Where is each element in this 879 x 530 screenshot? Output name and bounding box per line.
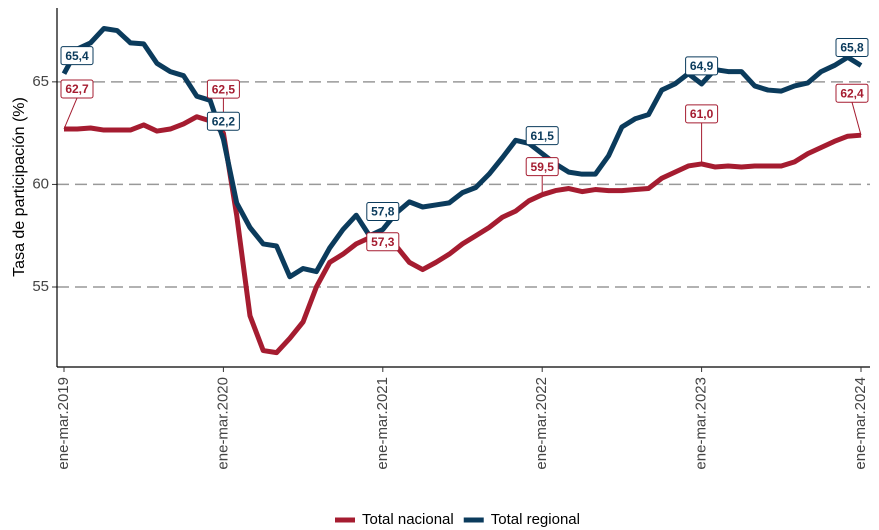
x-tick-label: ene-mar.2021 [374, 377, 391, 470]
y-tick-label: 60 [32, 175, 49, 192]
value-label-text: 57,8 [371, 205, 395, 219]
value-label: 61,0 [685, 104, 719, 164]
label-connector [851, 102, 862, 136]
x-tick-label: ene-mar.2023 [693, 377, 710, 470]
label-box [366, 202, 400, 222]
label-box [366, 232, 400, 252]
x-tick-label: ene-mar.2020 [214, 377, 231, 470]
value-label-text: 62,7 [65, 82, 89, 96]
value-label-text: 62,2 [212, 114, 236, 128]
label-box [60, 46, 94, 66]
legend-label: Total nacional [362, 511, 454, 528]
value-label: 65,4 [60, 46, 94, 66]
value-label: 65,8 [835, 37, 869, 57]
x-tick-label: ene-mar.2019 [55, 377, 72, 470]
label-box [685, 104, 719, 124]
label-box [206, 79, 240, 99]
value-label: 59,5 [525, 157, 559, 195]
label-box [60, 79, 94, 99]
label-box [525, 157, 559, 177]
value-label: 64,9 [685, 56, 719, 76]
value-label-text: 65,8 [840, 41, 864, 55]
value-label: 57,8 [366, 202, 400, 222]
value-label: 62,7 [60, 79, 94, 130]
y-tick-label: 65 [32, 73, 49, 90]
value-label-text: 57,3 [371, 235, 395, 249]
value-label-text: 62,4 [840, 86, 864, 100]
label-box [685, 56, 719, 76]
label-connector [63, 97, 78, 130]
x-tick-label: ene-mar.2022 [533, 377, 550, 470]
label-box [206, 111, 240, 131]
value-label-text: 65,4 [65, 49, 89, 63]
y-axis-label: Tasa de participación (%) [11, 97, 28, 277]
value-label-text: 61,0 [690, 107, 714, 121]
legend-label: Total regional [491, 511, 580, 528]
series-line [61, 26, 863, 280]
value-label-text: 59,5 [531, 160, 555, 174]
value-label: 61,5 [525, 126, 559, 146]
value-label: 57,3 [366, 232, 400, 252]
value-label: 62,4 [835, 83, 869, 136]
series-line [64, 114, 862, 356]
y-tick-label: 55 [32, 278, 49, 295]
value-label: 62,2 [206, 111, 240, 131]
label-box [835, 83, 869, 103]
value-label-text: 62,5 [212, 82, 236, 96]
value-label-text: 64,9 [690, 59, 714, 73]
label-box [525, 126, 559, 146]
x-tick-label: ene-mar.2024 [852, 377, 869, 470]
value-label-text: 61,5 [531, 129, 555, 143]
label-box [835, 37, 869, 57]
